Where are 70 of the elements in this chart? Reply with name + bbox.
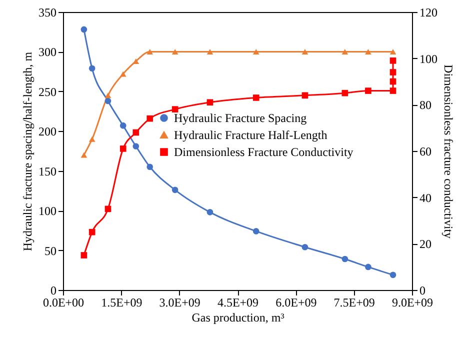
x-tick-label: 0.0E+00	[42, 296, 84, 310]
point	[390, 272, 396, 278]
point	[132, 129, 140, 136]
point	[146, 48, 154, 54]
point	[302, 244, 308, 250]
point	[104, 92, 112, 98]
y2-axis-title: Dimensionless fracture conductivity	[442, 64, 456, 238]
point	[172, 48, 178, 54]
point	[365, 264, 372, 270]
point	[302, 92, 308, 99]
y-tick-label: 200	[38, 124, 56, 139]
point	[365, 88, 372, 94]
x-tick-label: 7.5E+09	[334, 296, 375, 310]
point	[88, 228, 96, 236]
x-tick-label: 3.0E+09	[159, 296, 200, 310]
y2-tick-label: 0	[420, 284, 426, 298]
point	[252, 228, 260, 234]
y-tick-label: 250	[38, 84, 56, 99]
point	[390, 88, 396, 94]
y2-tick-label: 40	[420, 190, 432, 205]
point	[172, 186, 178, 194]
y-tick-label: 0	[50, 284, 56, 298]
point	[120, 146, 126, 152]
point	[104, 206, 112, 212]
point	[252, 48, 260, 54]
x-tick-label: 1.5E+09	[101, 296, 142, 310]
x-tick-label: 9.0E+09	[392, 296, 434, 310]
point	[146, 115, 154, 122]
point	[390, 69, 396, 76]
y2-tick-label: 100	[420, 52, 438, 66]
point	[80, 152, 88, 158]
y2-tick-label: 20	[420, 237, 432, 252]
y-tick-label: 150	[38, 164, 56, 178]
y2-tick-label: 80	[420, 98, 432, 112]
point	[104, 98, 112, 104]
x-tick-label: 4.5E+09	[217, 296, 259, 310]
point	[390, 48, 396, 54]
y-tick-label: 300	[38, 45, 56, 60]
point	[88, 65, 96, 72]
y-tick-label: 100	[38, 204, 56, 218]
x-axis-title: Gas production, m³	[192, 310, 285, 324]
point	[132, 143, 140, 150]
point	[206, 209, 214, 216]
x-tick-label: 6.0E+09	[276, 296, 317, 310]
point	[80, 26, 88, 33]
legend-label: Hydraulic Fracture Half-Length	[174, 128, 328, 142]
point	[206, 48, 214, 54]
point	[146, 164, 154, 170]
y2-tick-label: 120	[420, 6, 438, 20]
point	[302, 48, 308, 54]
y-tick-label: 50	[44, 244, 56, 258]
point	[88, 136, 96, 142]
point	[342, 90, 348, 96]
point	[252, 94, 260, 101]
point	[390, 78, 396, 85]
y-axis-title: Hydraulic fracture spacing/half-length, m	[20, 51, 34, 252]
point	[132, 58, 140, 64]
legend-label: Dimensionless Fracture Conductivity	[174, 145, 354, 159]
legend-label: Hydraulic Fracture Spacing	[174, 111, 307, 125]
point	[120, 71, 126, 77]
point	[342, 48, 348, 54]
point	[365, 48, 372, 54]
point	[342, 256, 348, 262]
point	[80, 252, 88, 258]
point	[172, 106, 178, 112]
point	[120, 122, 126, 129]
y-tick-label: 350	[38, 6, 56, 20]
point	[390, 57, 396, 64]
point	[206, 99, 214, 106]
y2-tick-label: 60	[420, 144, 432, 158]
